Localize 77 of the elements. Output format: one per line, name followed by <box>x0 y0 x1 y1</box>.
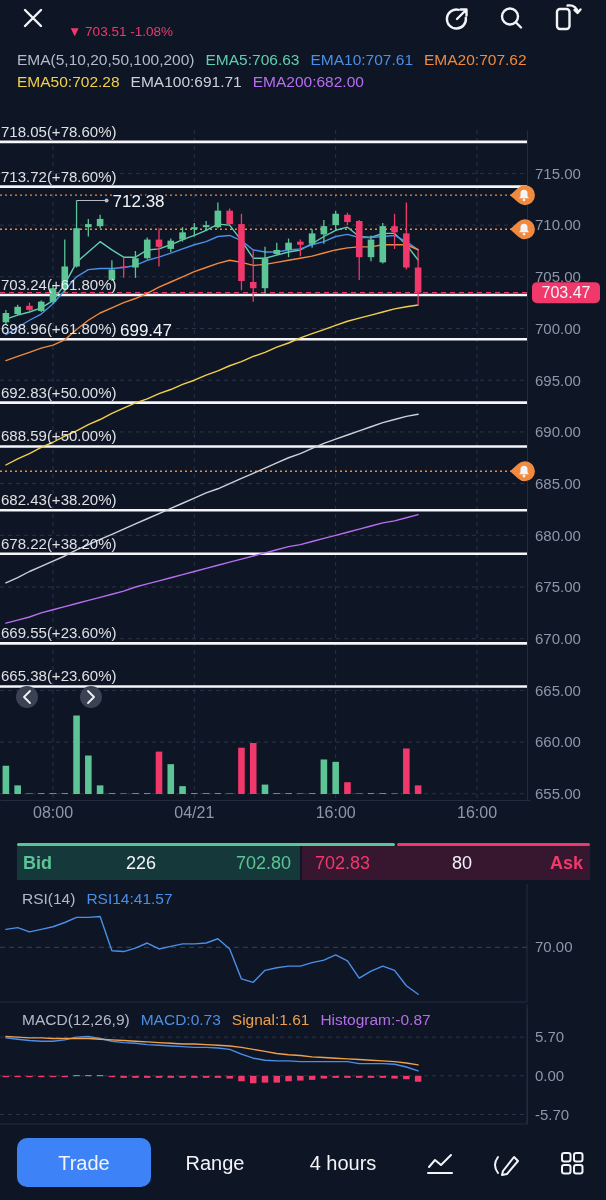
annotation: 699.47 <box>120 321 172 341</box>
candlestick <box>308 228 316 249</box>
bar <box>179 786 186 794</box>
bar <box>167 764 175 794</box>
text: EMA10:707.61 <box>310 51 413 68</box>
y-tick-label: 660.00 <box>535 733 581 751</box>
bar <box>344 782 351 794</box>
x-tick-label: 16:00 <box>456 804 498 822</box>
line-series <box>5 1035 419 1066</box>
bar <box>320 759 328 794</box>
candlestick <box>143 236 151 260</box>
x-tick-label: 04/21 <box>174 804 215 822</box>
bar <box>2 765 10 794</box>
y-tick-label: 655.00 <box>535 785 581 803</box>
candlestick <box>332 210 339 230</box>
text: EMA20:707.62 <box>424 51 527 68</box>
text: 70.00 <box>535 938 573 956</box>
candlestick <box>120 256 127 279</box>
bar <box>332 761 339 794</box>
series-label: Signal:1.61 <box>231 1011 310 1028</box>
y-tick-label: 680.00 <box>535 526 581 544</box>
bar <box>238 747 245 794</box>
line-series <box>5 1035 419 1072</box>
ref-line-label: 682.43(+38.20%) <box>1 491 117 509</box>
bar <box>414 785 422 794</box>
candlestick <box>391 213 398 250</box>
ref-line-label: 703.47 <box>541 284 591 302</box>
legend-title: EMA(5,10,20,50,100,200) <box>17 51 195 68</box>
y-tick-label: 705.00 <box>535 268 581 286</box>
bar <box>403 748 410 794</box>
bar <box>249 742 257 794</box>
annotation: 712.38 <box>112 191 165 211</box>
y-tick-label: 715.00 <box>535 164 581 182</box>
y-tick-label: 700.00 <box>535 319 581 337</box>
y-tick-label: 5.70 <box>535 1028 565 1046</box>
text: 80 <box>451 853 473 873</box>
series-label: RSI14:41.57 <box>86 890 173 907</box>
annotation: Histogram:-0.87 <box>320 1011 431 1028</box>
ref-line-label: 669.55(+23.60%) <box>1 624 117 642</box>
text: 702.80 <box>235 853 291 873</box>
text: Trade <box>58 1152 110 1174</box>
series-label: MACD:0.73 <box>140 1011 221 1028</box>
text: EMA5:706.63 <box>205 51 300 68</box>
y-tick-label: 670.00 <box>535 630 581 647</box>
y-tick-label: 710.00 <box>535 216 581 234</box>
y-tick-label: 690.00 <box>535 423 581 441</box>
y-tick-label: 0.00 <box>535 1067 565 1085</box>
x-tick-label: 16:00 <box>315 804 356 822</box>
text: Ask <box>549 853 584 873</box>
ref-line-label: 713.72(+78.60%) <box>1 167 117 185</box>
text: 702.83 <box>315 853 371 873</box>
bar <box>85 755 92 794</box>
y-tick-label: 695.00 <box>535 371 581 389</box>
chart-title: RSI(14) <box>22 890 76 907</box>
candlestick <box>285 237 292 258</box>
candlestick <box>132 250 139 279</box>
y-tick-label: 665.00 <box>535 681 581 699</box>
bar <box>155 751 163 794</box>
text: EMA100:691.71 <box>130 73 242 90</box>
y-tick-label: 685.00 <box>535 474 581 492</box>
chart-title: MACD(12,26,9) <box>22 1011 130 1028</box>
ref-line-label: 718.05(+78.60%) <box>1 122 117 140</box>
ref-line-label: 692.83(+50.00%) <box>1 383 117 401</box>
bar <box>14 785 21 794</box>
ref-line-label: 665.38(+23.60%) <box>1 667 117 685</box>
text: EMA200:682.00 <box>252 73 365 90</box>
text: 4 hours <box>309 1152 377 1174</box>
bar <box>96 785 104 794</box>
x-tick-label: 08:00 <box>32 804 74 822</box>
bar <box>73 715 80 794</box>
y-tick-label: 675.00 <box>535 578 581 596</box>
text: 226 <box>125 853 157 873</box>
text: Range <box>185 1152 245 1174</box>
text: EMA50:702.28 <box>17 73 120 90</box>
chart-subtitle: ▼ 703.51 -1.08% <box>68 24 173 39</box>
y-tick-label: -5.70 <box>535 1105 570 1123</box>
text: Bid <box>23 853 52 873</box>
